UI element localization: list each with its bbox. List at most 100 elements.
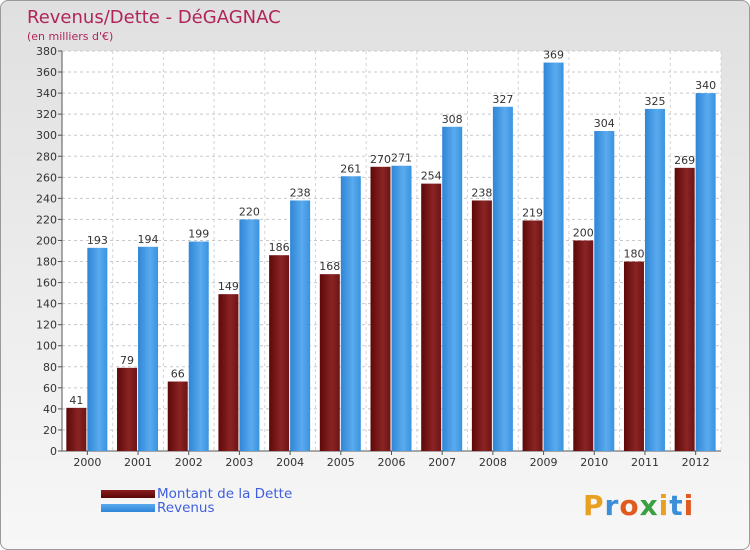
data-label-debt-2005: 168	[319, 260, 340, 273]
data-label-debt-2011: 180	[623, 248, 644, 261]
data-label-revenue-2001: 194	[138, 233, 159, 246]
data-label-revenue-2011: 325	[644, 95, 665, 108]
x-tick-label: 2010	[580, 456, 608, 469]
bar-debt-2001	[117, 367, 138, 451]
bar-debt-2010	[573, 240, 594, 451]
x-tick-label: 2007	[428, 456, 456, 469]
y-tick-label: 180	[36, 256, 57, 269]
bar-revenue-2002	[188, 241, 209, 451]
data-label-revenue-2008: 327	[492, 93, 513, 106]
legend-label-revenus: Revenus	[157, 500, 215, 516]
y-tick-label: 240	[36, 192, 57, 205]
bar-revenue-2007	[442, 126, 463, 451]
data-label-revenue-2004: 238	[290, 186, 311, 199]
bar-revenue-2001	[138, 246, 159, 451]
y-tick-label: 360	[36, 66, 57, 79]
logo-letter: x	[639, 489, 659, 522]
data-label-debt-2009: 219	[522, 206, 543, 219]
y-tick-label: 280	[36, 150, 57, 163]
logo-letter: t	[669, 489, 684, 522]
data-label-revenue-2010: 304	[594, 117, 615, 130]
data-label-debt-2001: 79	[120, 354, 134, 367]
y-tick-label: 200	[36, 234, 57, 247]
x-tick-label: 2002	[175, 456, 203, 469]
y-tick-label: 60	[43, 382, 57, 395]
data-label-debt-2002: 66	[171, 368, 185, 381]
bar-revenue-2000	[87, 247, 108, 451]
bar-debt-2008	[471, 200, 492, 451]
data-label-debt-2004: 186	[269, 241, 290, 254]
bar-debt-2004	[269, 255, 290, 451]
chart-title: Revenus/Dette - DéGAGNAC	[27, 7, 281, 28]
bar-debt-2011	[623, 261, 644, 451]
x-tick-label: 2011	[631, 456, 659, 469]
data-label-debt-2003: 149	[218, 280, 239, 293]
y-tick-label: 220	[36, 213, 57, 226]
bar-debt-2003	[218, 294, 239, 451]
data-label-debt-2008: 238	[471, 186, 492, 199]
data-label-revenue-2006: 271	[391, 152, 412, 165]
bar-debt-2000	[66, 407, 87, 451]
bar-revenue-2008	[492, 106, 513, 451]
bar-revenue-2009	[543, 62, 564, 451]
bar-revenue-2004	[290, 200, 311, 451]
y-tick-label: 320	[36, 108, 57, 121]
y-tick-label: 300	[36, 129, 57, 142]
logo-letter: i	[658, 489, 670, 522]
x-tick-label: 2008	[479, 456, 507, 469]
y-tick-label: 120	[36, 319, 57, 332]
x-tick-label: 2012	[682, 456, 710, 469]
data-label-revenue-2002: 199	[188, 228, 209, 241]
data-label-revenue-2000: 193	[87, 234, 108, 247]
bar-revenue-2010	[594, 131, 615, 451]
data-label-revenue-2012: 340	[695, 79, 716, 92]
legend-swatch-dette	[101, 490, 155, 498]
data-label-debt-2000: 41	[69, 394, 83, 407]
x-tick-label: 2005	[327, 456, 355, 469]
data-label-revenue-2007: 308	[442, 113, 463, 126]
y-tick-label: 40	[43, 403, 57, 416]
y-tick-label: 0	[50, 445, 57, 458]
legend-label-dette: Montant de la Dette	[157, 486, 293, 502]
legend-swatch-revenus	[101, 504, 155, 512]
legend-item-revenus: Revenus	[101, 501, 292, 515]
logo-letter: P	[583, 489, 605, 522]
x-tick-label: 2006	[378, 456, 406, 469]
data-label-debt-2006: 270	[370, 153, 391, 166]
x-tick-label: 2001	[124, 456, 152, 469]
data-label-debt-2012: 269	[674, 154, 695, 167]
y-tick-label: 160	[36, 277, 57, 290]
y-tick-label: 380	[36, 45, 57, 58]
bar-debt-2012	[674, 167, 695, 451]
bar-revenue-2012	[695, 93, 716, 452]
bar-revenue-2006	[391, 165, 412, 451]
bar-debt-2009	[522, 220, 543, 451]
logo-letter: o	[619, 489, 640, 522]
data-label-debt-2007: 254	[421, 170, 442, 183]
bar-debt-2002	[167, 381, 188, 451]
x-tick-label: 2004	[276, 456, 304, 469]
y-tick-label: 80	[43, 361, 57, 374]
bar-debt-2007	[421, 183, 442, 451]
x-tick-label: 2000	[73, 456, 101, 469]
x-tick-label: 2003	[225, 456, 253, 469]
y-tick-label: 340	[36, 87, 57, 100]
chart-legend: Montant de la Dette Revenus	[101, 487, 292, 515]
data-label-revenue-2003: 220	[239, 205, 260, 218]
logo-letter: i	[683, 489, 695, 522]
y-tick-label: 140	[36, 298, 57, 311]
bar-debt-2005	[319, 274, 340, 451]
bar-revenue-2005	[340, 176, 361, 451]
y-tick-label: 100	[36, 340, 57, 353]
y-tick-label: 260	[36, 171, 57, 184]
chart-subtitle: (en milliers d'€)	[27, 30, 114, 43]
logo-letter: r	[604, 489, 620, 522]
bar-revenue-2011	[644, 108, 665, 451]
bar-revenue-2003	[239, 219, 260, 451]
proxiti-logo: Proxiti	[583, 489, 694, 522]
legend-item-dette: Montant de la Dette	[101, 487, 292, 501]
y-tick-label: 20	[43, 424, 57, 437]
data-label-debt-2010: 200	[573, 226, 594, 239]
